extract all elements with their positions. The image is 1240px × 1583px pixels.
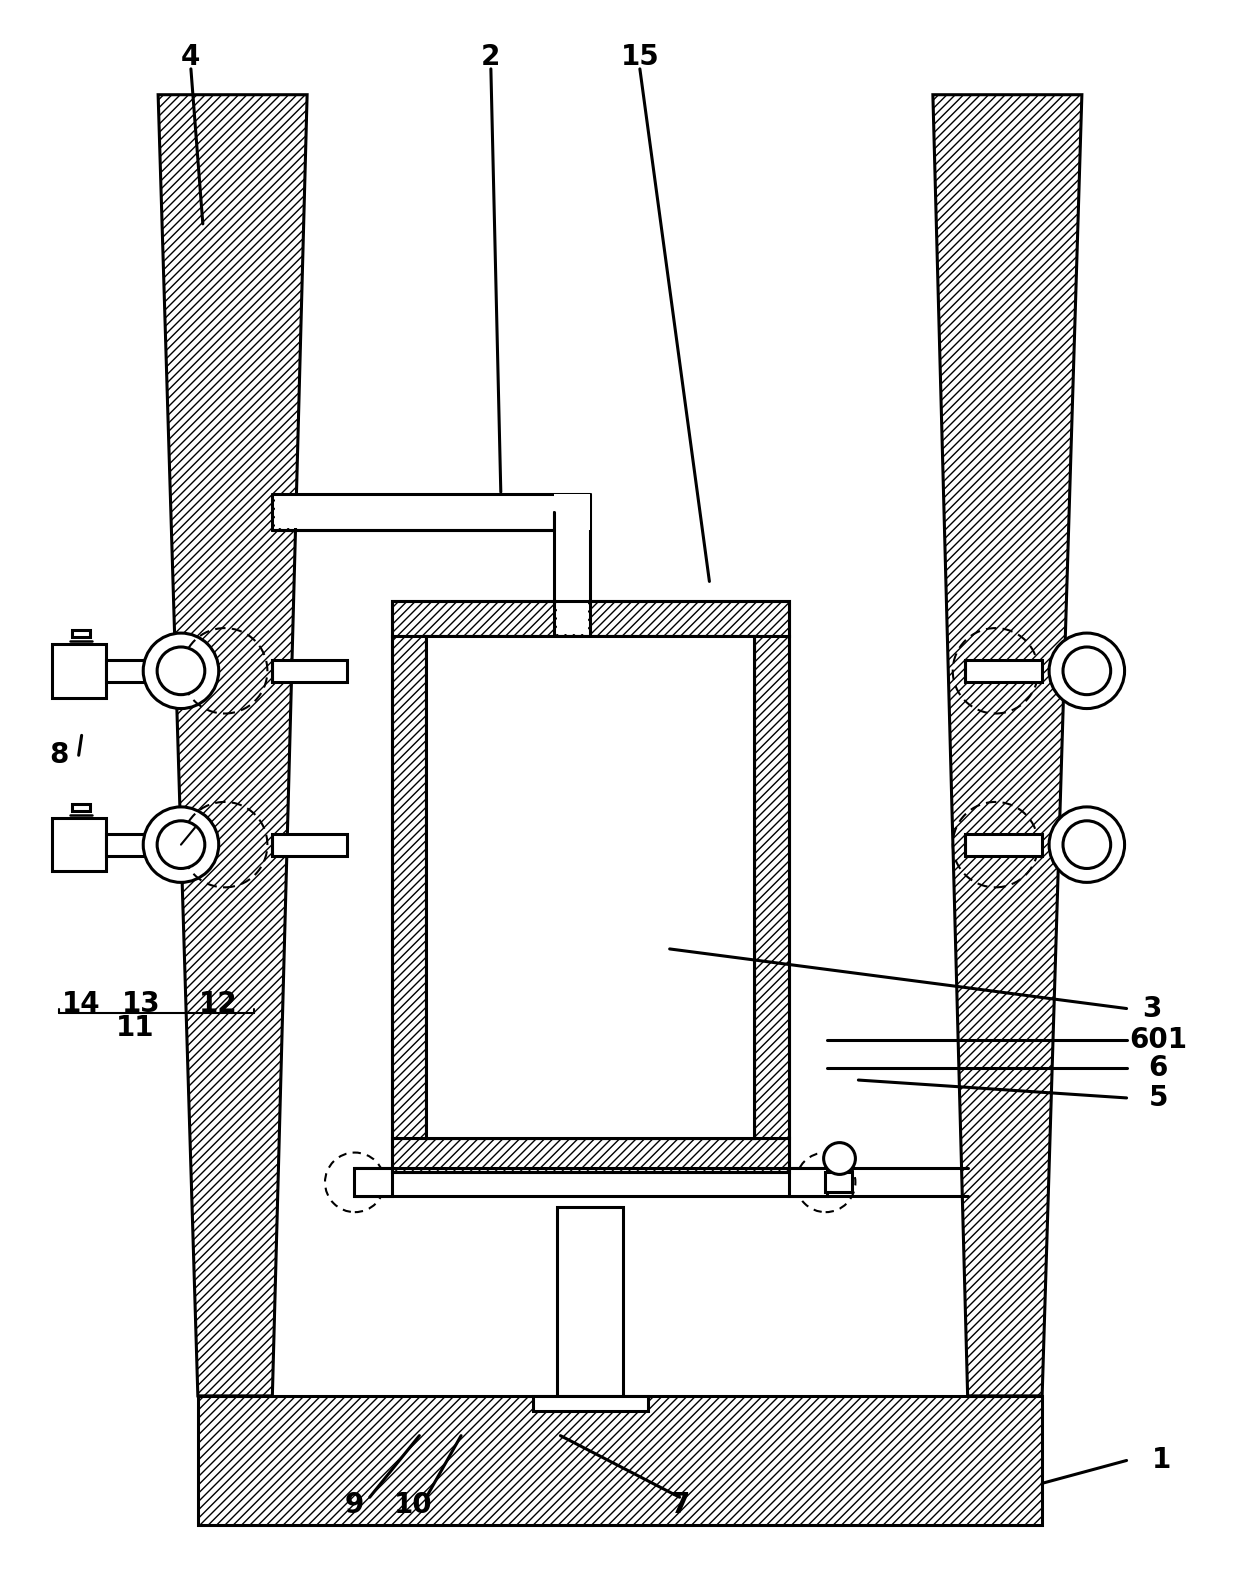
Bar — [72, 804, 89, 810]
Bar — [107, 660, 174, 682]
Text: 10: 10 — [394, 1491, 433, 1520]
Circle shape — [144, 807, 218, 882]
Circle shape — [144, 633, 218, 709]
Text: 11: 11 — [117, 1015, 155, 1042]
Bar — [825, 1173, 852, 1192]
Polygon shape — [198, 1396, 1042, 1524]
Bar — [353, 1168, 392, 1197]
Bar — [965, 660, 1042, 682]
Text: 14: 14 — [62, 989, 100, 1018]
Text: 3: 3 — [1142, 994, 1161, 1023]
Bar — [427, 636, 754, 1138]
Polygon shape — [392, 602, 789, 636]
Text: 2: 2 — [481, 43, 501, 71]
Bar — [965, 834, 1042, 855]
Text: 6: 6 — [1148, 1054, 1168, 1083]
Polygon shape — [392, 1138, 789, 1173]
Text: 8: 8 — [50, 741, 68, 769]
Text: 7: 7 — [670, 1491, 689, 1520]
Bar — [273, 660, 347, 682]
Polygon shape — [932, 95, 1081, 1396]
Bar — [273, 834, 347, 855]
Circle shape — [157, 647, 205, 695]
Text: 9: 9 — [345, 1491, 363, 1520]
Bar — [72, 630, 89, 636]
Bar — [789, 1168, 827, 1197]
Text: 15: 15 — [620, 43, 660, 71]
Bar — [427, 636, 754, 1138]
Bar — [558, 1208, 622, 1396]
Bar — [554, 494, 590, 530]
Text: 601: 601 — [1130, 1026, 1188, 1054]
Circle shape — [1063, 822, 1111, 869]
Bar — [107, 834, 174, 855]
Bar — [392, 602, 789, 1173]
Bar — [52, 644, 107, 698]
Circle shape — [1049, 807, 1125, 882]
Text: 1: 1 — [1152, 1447, 1171, 1474]
Polygon shape — [754, 636, 789, 1138]
Text: 13: 13 — [122, 989, 160, 1018]
Text: 12: 12 — [198, 989, 237, 1018]
Circle shape — [1049, 633, 1125, 709]
Bar — [52, 818, 107, 872]
Text: 4: 4 — [181, 43, 201, 71]
Polygon shape — [159, 95, 308, 1396]
Circle shape — [823, 1143, 856, 1175]
Bar — [533, 1396, 647, 1410]
Circle shape — [157, 822, 205, 869]
Polygon shape — [392, 636, 427, 1138]
Bar — [557, 514, 588, 633]
Text: 5: 5 — [1148, 1084, 1168, 1111]
Circle shape — [1063, 647, 1111, 695]
Bar — [274, 495, 588, 527]
